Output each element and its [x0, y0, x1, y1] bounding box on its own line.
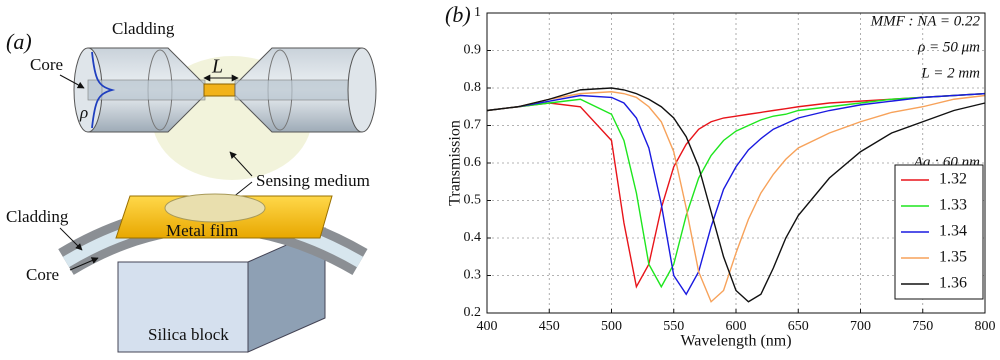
y-tick-label: 0.5: [464, 193, 482, 208]
diagram-label: Sensing medium: [256, 171, 370, 190]
series-line: [486, 92, 986, 289]
y-tick-label: 0.8: [464, 80, 482, 95]
series-line: [486, 91, 986, 303]
fiber-end: [347, 47, 377, 133]
arrow: [59, 227, 83, 251]
x-tick-label: 550: [663, 319, 684, 334]
fiber-core: [87, 79, 206, 101]
diagram-label: Core: [30, 55, 63, 74]
panel-label: (b): [445, 2, 471, 27]
arrow: [69, 257, 99, 271]
diagram-label: Cladding: [6, 207, 69, 226]
y-tick-label: 0.7: [464, 118, 482, 133]
x-tick-label: 500: [601, 319, 622, 334]
waist: [203, 83, 237, 97]
diagram: (a) Cladding L Core ρ Sensing medium Cla…: [6, 19, 377, 353]
x-tick-label: 450: [539, 319, 560, 334]
series-line: [486, 87, 986, 303]
y-tick-label: 0.4: [464, 230, 482, 245]
diagram-label: Core: [26, 265, 59, 284]
legend-label: 1.34: [939, 223, 967, 240]
x-tick-label: 700: [850, 319, 871, 334]
diagram-label: Silica block: [148, 325, 229, 344]
legend-label: 1.33: [939, 197, 967, 214]
diagram-label: L: [211, 56, 223, 78]
panel-label: (a): [6, 29, 32, 54]
plot-frame: [486, 12, 986, 314]
arrow: [229, 151, 253, 177]
x-tick-label: 400: [477, 319, 498, 334]
diagram-label: ρ: [79, 103, 88, 122]
legend-label: 1.35: [939, 249, 967, 266]
series-line: [486, 92, 986, 289]
y-tick-label: 0.2: [464, 305, 482, 320]
y-tick-label: 0.6: [464, 155, 482, 170]
x-tick-label: 600: [726, 319, 747, 334]
x-tick-label: 650: [788, 319, 809, 334]
series-line: [486, 92, 986, 296]
block-front: [117, 261, 249, 353]
fiber-core: [234, 79, 363, 101]
y-tick-label: 0.9: [464, 43, 482, 58]
arrow: [59, 74, 85, 89]
diagram-label: Cladding: [112, 19, 175, 38]
x-tick-label: 750: [912, 319, 933, 334]
annotation: MMF : NA = 0.22: [870, 13, 981, 29]
legend-label: 1.36: [939, 275, 967, 292]
mode-profile: [91, 51, 116, 129]
annotation: L = 2 mm: [920, 65, 980, 81]
x-tick-label: 800: [975, 319, 996, 334]
y-axis-label: Transmission: [447, 120, 464, 206]
y-tick-label: 1: [474, 5, 481, 20]
x-axis-label: Wavelength (nm): [680, 333, 791, 350]
chart: (b) Wavelength (nm) Transmission 400 450 5…: [445, 2, 996, 350]
droplet: [164, 193, 266, 223]
diagram-label: Metal film: [166, 221, 238, 240]
y-tick-label: 0.3: [464, 268, 482, 283]
annotation: ρ = 50 μm: [917, 39, 980, 55]
legend-label: 1.32: [939, 171, 967, 188]
